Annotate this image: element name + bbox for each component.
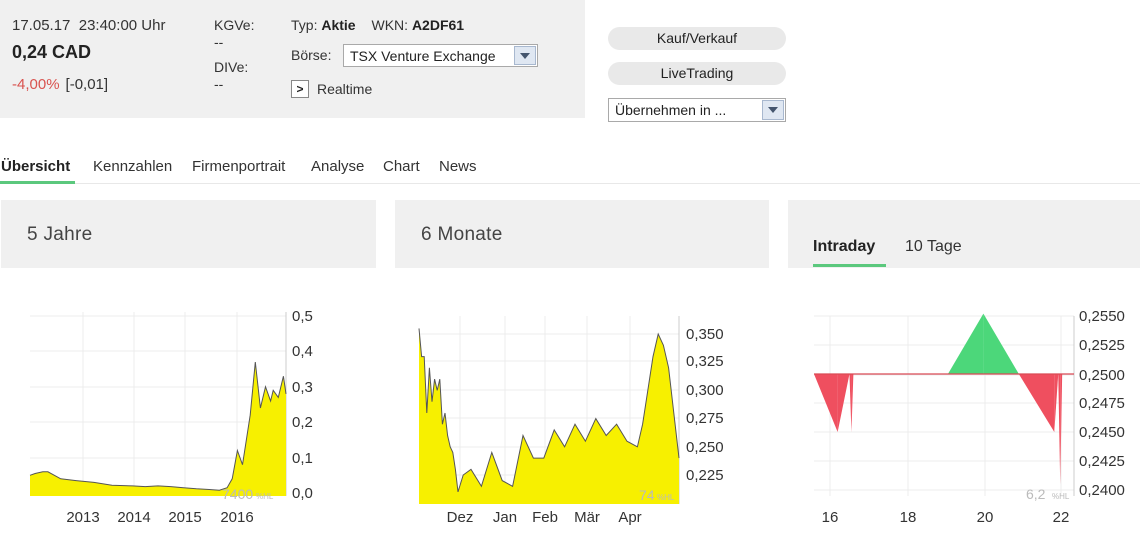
wkn-value: A2DF61 (411, 17, 465, 33)
watermark-unit: %HL (1052, 492, 1070, 501)
chevron-down-icon[interactable] (514, 46, 536, 65)
x-tick-label: 22 (1053, 509, 1070, 526)
dive-label: DIVe: (214, 59, 249, 75)
y-tick-label: 0,2425 (1079, 453, 1125, 470)
y-tick-label: 0,4 (292, 343, 313, 360)
x-tick-label: 2015 (168, 509, 201, 526)
quote-datetime: 17.05.17 23:40:00 Uhr (12, 17, 165, 34)
series-area-down (849, 374, 852, 432)
dive-value: -- (214, 76, 224, 92)
y-tick-label: 0,1 (292, 450, 313, 467)
chart-intraday[interactable]: 0,2550 0,2525 0,2500 0,2475 0,2450 0,2425 0,24… (788, 300, 1140, 538)
boerse-label: Börse: (291, 47, 332, 63)
series-area-up (947, 313, 984, 374)
series-area-down (1060, 374, 1063, 485)
realtime-label: Realtime (317, 81, 373, 97)
panel-6-monate-header: 6 Monate (395, 200, 769, 268)
tab-analyse[interactable]: Analyse (311, 158, 365, 175)
panel-intraday-header: Intraday 10 Tage (788, 200, 1140, 268)
chevron-down-icon[interactable] (762, 100, 784, 120)
y-tick-label: 0,275 (686, 410, 724, 427)
quote-date: 17.05.17 (12, 17, 71, 34)
boerse-select[interactable]: TSX Venture Exchange (343, 44, 538, 67)
uebernehmen-select[interactable]: Übernehmen in ... (608, 98, 786, 122)
y-tick-label: 0,2500 (1079, 367, 1125, 384)
y-tick-label: 0,3 (292, 379, 313, 396)
active-tab-indicator (0, 181, 75, 184)
x-tick-label: 2016 (220, 509, 253, 526)
tab-chart[interactable]: Chart (383, 158, 420, 175)
tab-10-tage[interactable]: 10 Tage (905, 238, 962, 255)
x-tick-label: 16 (822, 509, 839, 526)
panel-5-jahre-title: 5 Jahre (27, 224, 93, 245)
tab-firmenportrait[interactable]: Firmenportrait (192, 158, 286, 175)
livetrading-button[interactable]: LiveTrading (608, 62, 786, 85)
y-tick-label: 0,2525 (1079, 337, 1125, 354)
x-tick-label: 20 (977, 509, 994, 526)
y-tick-label: 0,350 (686, 326, 724, 343)
realtime-toggle[interactable]: > Realtime (291, 80, 372, 98)
x-tick-label: Feb (532, 509, 558, 526)
play-arrow-icon[interactable]: > (291, 80, 309, 98)
watermark: 74 (639, 487, 655, 503)
y-tick-label: 0,325 (686, 353, 724, 370)
boerse-select-value: TSX Venture Exchange (350, 48, 496, 64)
x-tick-label: Jan (493, 509, 517, 526)
series-line (29, 361, 287, 491)
y-tick-label: 0,2475 (1079, 395, 1125, 412)
watermark-unit: %HL (657, 493, 675, 502)
y-tick-label: 0,225 (686, 467, 724, 484)
y-tick-label: 0,5 (292, 308, 313, 325)
series-area (419, 328, 679, 504)
typ-value: Aktie (321, 17, 356, 33)
change-percent: -4,00% (12, 76, 60, 93)
quote-time: 23:40:00 Uhr (78, 17, 166, 34)
x-tick-label: Apr (618, 509, 641, 526)
y-tick-label: 0,2 (292, 414, 313, 431)
chart-6-monate[interactable]: 0,350 0,325 0,300 0,275 0,250 0,225 Dez Jan Feb M… (395, 300, 740, 538)
panel-5-jahre-header: 5 Jahre (1, 200, 376, 268)
quote-change: -4,00% [-0,01] (12, 76, 108, 93)
y-tick-label: 0,300 (686, 382, 724, 399)
series-area-up (983, 313, 1019, 374)
series-area (30, 362, 286, 496)
tab-kennzahlen[interactable]: Kennzahlen (93, 158, 173, 175)
kauf-verkauf-button[interactable]: Kauf/Verkauf (608, 27, 786, 50)
intraday-tab-indicator (813, 264, 886, 267)
x-tick-label: 2014 (117, 509, 150, 526)
kgve-label: KGVe: (214, 17, 255, 33)
quote-price: 0,24 CAD (12, 42, 92, 62)
x-tick-label: Dez (447, 509, 474, 526)
series-area-down (1018, 374, 1055, 432)
kgve-value: -- (214, 34, 224, 50)
x-tick-label: Mär (574, 509, 600, 526)
watermark: 6,2 (1026, 486, 1046, 502)
x-tick-label: 2013 (66, 509, 99, 526)
y-tick-label: 0,0 (292, 485, 313, 502)
uebernehmen-select-value: Übernehmen in ... (615, 102, 727, 118)
tab-news[interactable]: News (439, 158, 477, 175)
y-tick-label: 0,250 (686, 439, 724, 456)
quote-box: 17.05.17 23:40:00 Uhr 0,24 CAD -4,00% [-0… (0, 0, 585, 118)
series-area-down (814, 374, 838, 432)
wkn-label: WKN: (371, 17, 409, 33)
x-tick-label: 18 (900, 509, 917, 526)
tab-uebersicht[interactable]: Übersicht (1, 158, 71, 175)
y-tick-label: 0,2400 (1079, 482, 1125, 499)
typ-label: Typ: (291, 17, 318, 33)
series-area-down (1054, 374, 1059, 432)
series-line (418, 328, 680, 493)
series-area-down (1058, 374, 1061, 485)
tab-intraday[interactable]: Intraday (813, 238, 876, 255)
panel-6-monate-title: 6 Monate (421, 224, 503, 245)
main-tabs: Übersicht Kennzahlen Firmenportrait Anal… (0, 156, 1140, 184)
chart-5-jahre[interactable]: 0,5 0,4 0,3 0,2 0,1 0,0 2013 2014 2015 2016 7400 %H… (0, 300, 340, 538)
y-tick-label: 0,2450 (1079, 424, 1125, 441)
watermark: 7400 (222, 486, 253, 502)
y-tick-label: 0,2550 (1079, 308, 1125, 325)
type-wkn-line: Typ: Aktie WKN: A2DF61 (291, 17, 464, 33)
series-area-down (851, 374, 854, 432)
change-absolute: [-0,01] (65, 76, 109, 93)
watermark-unit: %HL (256, 492, 274, 501)
